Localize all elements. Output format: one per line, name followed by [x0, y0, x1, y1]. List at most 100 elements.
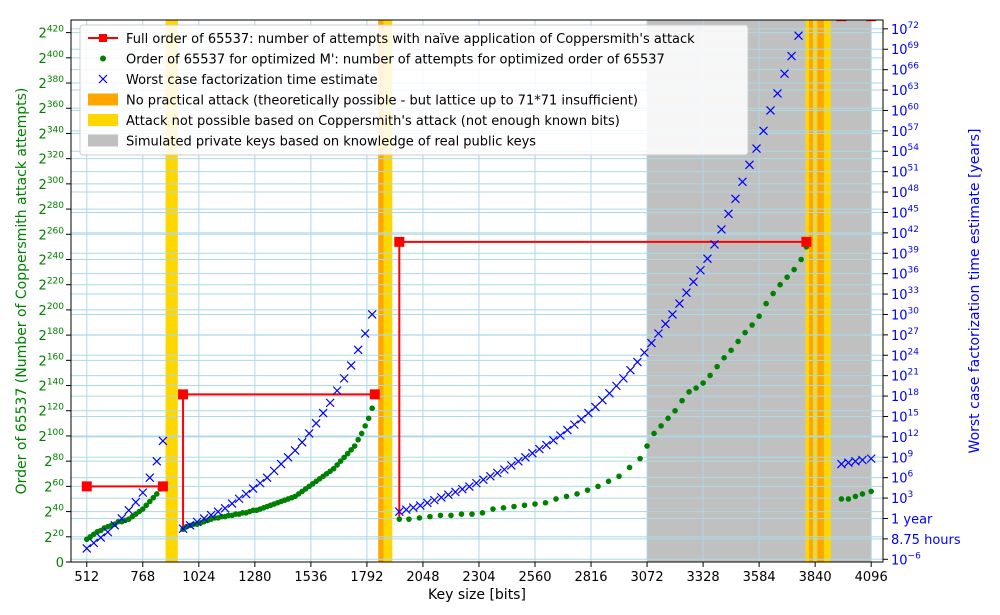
- right-tick-label-69: 1069: [891, 41, 919, 58]
- worst-case-point-98: [802, 10, 810, 18]
- x-tick-label-1536: 1536: [294, 570, 327, 585]
- optimized-point-67: [334, 462, 340, 468]
- worst-case-point-15: [199, 514, 209, 523]
- optimized-point-118: [749, 322, 755, 328]
- optimized-point-19: [150, 494, 157, 501]
- worst-case-point-53: [485, 471, 495, 481]
- worst-case-point-27: [283, 452, 293, 462]
- right-tick-label-48: 1048: [891, 184, 919, 201]
- left-tick-label-280: 2280: [39, 201, 65, 218]
- left-tick-label-200: 2200: [39, 302, 65, 319]
- right-tick-label-63: 1063: [891, 82, 919, 99]
- left-tick-label-420: 2420: [39, 25, 65, 42]
- worst-case-point-25: [269, 466, 279, 476]
- optimized-point-77: [369, 405, 375, 412]
- optimized-point-125: [798, 256, 804, 263]
- left-tick-label-340: 2340: [39, 125, 65, 142]
- optimized-point-127: [838, 496, 845, 502]
- worst-case-point-2: [96, 533, 106, 542]
- right-tick-label-9: 109: [891, 449, 914, 466]
- legend-box: [79, 24, 749, 156]
- worst-case-point-45: [429, 495, 439, 505]
- optimized-point-69: [341, 454, 347, 461]
- optimized-point-108: [679, 397, 685, 404]
- worst-case-point-55: [499, 465, 509, 474]
- optimized-point-116: [735, 338, 741, 345]
- worst-case-point-78: [661, 319, 670, 329]
- worst-case-point-40: [394, 507, 404, 517]
- worst-case-point-80: [675, 299, 684, 309]
- optimized-point-107: [672, 407, 678, 414]
- worst-case-point-70: [604, 388, 614, 398]
- optimized-point-76: [365, 415, 372, 422]
- worst-case-point-68: [590, 402, 600, 412]
- legend-label-3: No practical attack (theoretically possi…: [126, 94, 638, 109]
- worst-case-point-65: [569, 420, 579, 430]
- optimized-point-16: [139, 506, 146, 512]
- x-tick-label-768: 768: [130, 570, 155, 585]
- worst-case-point-75: [640, 348, 649, 357]
- worst-case-point-95: [780, 69, 789, 79]
- right-tick-label-0: 1 year: [891, 512, 933, 527]
- optimized-point-71: [348, 447, 354, 453]
- optimized-point-96: [574, 491, 580, 497]
- worst-case-point-47: [443, 490, 453, 500]
- right-tick-label--3: 8.75 hours: [891, 533, 961, 548]
- optimized-point-113: [714, 363, 720, 370]
- worst-case-point-87: [724, 209, 733, 219]
- x-tick-label-2560: 2560: [518, 570, 551, 585]
- legend-entry-2: Worst case factorization time estimate: [98, 73, 378, 88]
- worst-case-point-36: [346, 361, 356, 370]
- worst-case-point-24: [262, 473, 272, 483]
- optimized-point-86: [469, 511, 475, 517]
- right-tick-label-12: 1012: [891, 429, 919, 446]
- x-tick-label-2048: 2048: [406, 570, 439, 585]
- worst-case-point-51: [471, 478, 481, 488]
- legend-label-0: Full order of 65537: number of attempts …: [126, 32, 695, 47]
- legend-entry-0: Full order of 65537: number of attempts …: [88, 32, 695, 47]
- optimized-point-112: [707, 372, 713, 379]
- worst-case-point-41: [401, 505, 411, 515]
- worst-case-point-16: [206, 510, 216, 520]
- left-y-axis-label: Order of 65537 (Number of Coppersmith at…: [14, 88, 30, 495]
- optimized-point-79: [396, 516, 403, 522]
- worst-case-point-60: [534, 444, 544, 454]
- region-no_practical-6: [817, 20, 824, 562]
- worst-case-point-85: [710, 239, 719, 249]
- worst-case-point-84: [703, 254, 712, 264]
- worst-case-point-44: [422, 498, 432, 508]
- worst-case-point-81: [682, 288, 691, 298]
- worst-case-point-3: [103, 527, 113, 537]
- optimized-point-88: [490, 506, 496, 512]
- worst-case-point-83: [696, 265, 705, 275]
- optimized-point-106: [665, 415, 671, 422]
- right-tick-label-24: 1024: [891, 347, 919, 364]
- optimized-point-102: [637, 455, 643, 462]
- worst-case-point-58: [520, 452, 530, 462]
- worst-case-point-88: [731, 194, 740, 204]
- optimized-point-117: [742, 329, 748, 336]
- region-no_practical-5: [809, 20, 813, 562]
- optimized-point-94: [553, 496, 559, 502]
- right-tick-label-57: 1057: [891, 123, 919, 140]
- worst-case-point-96: [787, 51, 796, 61]
- worst-case-point-91: [752, 144, 761, 153]
- left-tick-label-300: 2300: [39, 176, 65, 193]
- optimized-point-130: [859, 491, 866, 497]
- worst-case-point-18: [220, 503, 230, 513]
- worst-case-point-26: [276, 459, 286, 469]
- data-series: [81, 10, 877, 553]
- worst-case-point-21: [241, 489, 251, 499]
- left-tick-label-20: 220: [44, 529, 64, 546]
- optimized-point-124: [791, 266, 797, 273]
- optimized-point-73: [355, 436, 361, 443]
- x-tick-label-4096: 4096: [855, 570, 888, 585]
- worst-case-point-42: [408, 503, 418, 513]
- optimized-point-115: [728, 347, 734, 354]
- x-tick-label-2304: 2304: [462, 570, 495, 585]
- optimized-point-75: [362, 423, 368, 429]
- worst-case-point-0: [82, 543, 92, 553]
- right-tick-label-60: 1060: [891, 102, 919, 119]
- full-order-marker-4: [394, 236, 405, 247]
